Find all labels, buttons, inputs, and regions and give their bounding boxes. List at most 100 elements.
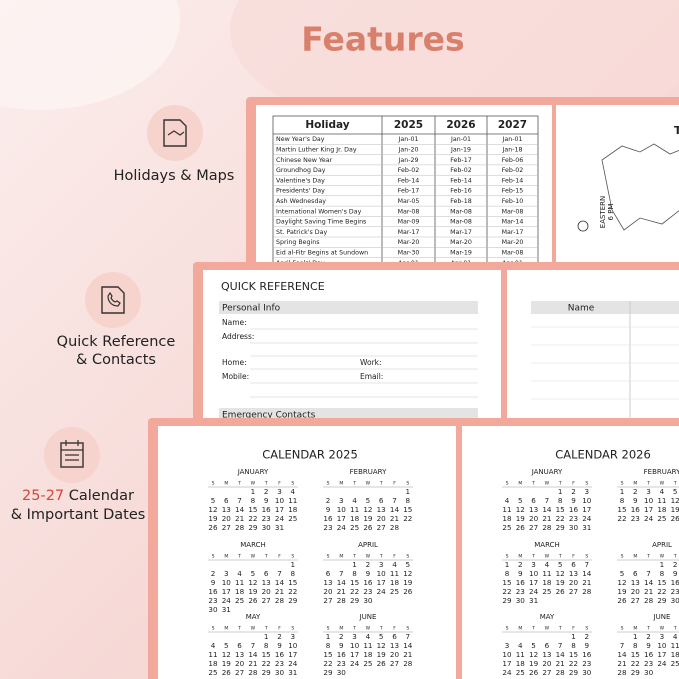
weekday: T — [673, 626, 677, 632]
day: 15 — [657, 578, 666, 587]
day: 4 — [291, 487, 296, 496]
weekday: W — [366, 626, 371, 632]
weekday: W — [660, 554, 665, 560]
table-cell: Mar-20 — [450, 239, 472, 246]
day: 2 — [646, 632, 651, 641]
day: 31 — [502, 677, 511, 679]
day: 30 — [363, 596, 373, 605]
table-cell: Feb-14 — [502, 177, 523, 184]
day: 17 — [288, 650, 297, 659]
day: 5 — [406, 560, 411, 569]
day: 4 — [673, 632, 678, 641]
day: 28 — [644, 596, 654, 605]
day: 30 — [208, 605, 218, 614]
day: 18 — [363, 650, 373, 659]
day: 21 — [390, 514, 399, 523]
table-cell: Mar-17 — [398, 229, 420, 236]
day: 11 — [671, 641, 679, 650]
day: 5 — [673, 487, 678, 496]
day: 19 — [377, 650, 387, 659]
day: 18 — [542, 578, 552, 587]
day: 2 — [339, 632, 344, 641]
day: 23 — [337, 659, 346, 668]
day: 25 — [542, 587, 551, 596]
weekday: M — [633, 626, 637, 632]
day: 21 — [644, 587, 653, 596]
day: 10 — [377, 569, 387, 578]
day: 9 — [277, 641, 282, 650]
day: 23 — [275, 659, 284, 668]
day: 16 — [363, 578, 373, 587]
day: 23 — [363, 587, 372, 596]
day: 16 — [671, 578, 679, 587]
table-cell: Mar-08 — [502, 208, 524, 215]
page-right — [556, 105, 679, 275]
day: 6 — [326, 569, 331, 578]
weekday: T — [237, 554, 241, 560]
weekday: W — [545, 554, 550, 560]
day: 7 — [558, 641, 563, 650]
day: 29 — [288, 596, 298, 605]
day: 25 — [363, 659, 372, 668]
day: 27 — [631, 596, 640, 605]
day: 30 — [569, 523, 579, 532]
icon-contacts — [85, 272, 141, 328]
weekday: S — [212, 626, 215, 632]
day: 7 — [545, 496, 550, 505]
weekday: T — [531, 554, 535, 560]
day: 13 — [323, 578, 332, 587]
day: 15 — [288, 578, 297, 587]
day: 30 — [337, 668, 347, 677]
weekday: T — [558, 481, 562, 487]
day: 3 — [352, 632, 357, 641]
day: 24 — [644, 514, 654, 523]
weekday: T — [264, 554, 268, 560]
map-zone: EASTERN — [599, 196, 607, 228]
month-name: JUNE — [359, 613, 377, 621]
table-cell: Mar-08 — [398, 208, 420, 215]
day: 1 — [352, 560, 357, 569]
qr-field: Mobile: — [222, 372, 249, 381]
day: 4 — [518, 641, 523, 650]
day: 27 — [262, 596, 271, 605]
day: 3 — [379, 560, 384, 569]
day: 26 — [516, 523, 526, 532]
table-cell: Valentine's Day — [276, 177, 325, 184]
table-cell: Mar-05 — [398, 198, 420, 205]
day: 25 — [288, 514, 297, 523]
day: 18 — [657, 505, 667, 514]
weekday: F — [393, 626, 396, 632]
day: 14 — [390, 505, 400, 514]
weekday: T — [352, 626, 356, 632]
section-bar — [219, 408, 478, 421]
day: 12 — [208, 505, 217, 514]
table-cell: Mar-17 — [502, 229, 524, 236]
day: 28 — [556, 668, 566, 677]
day: 13 — [569, 569, 578, 578]
day: 10 — [644, 496, 654, 505]
section-bar — [219, 301, 478, 314]
table-cell: Martin Luther King Jr. Day — [276, 146, 357, 153]
day: 7 — [646, 569, 651, 578]
day: 16 — [275, 650, 285, 659]
day: 30 — [644, 668, 654, 677]
weekday: W — [545, 626, 550, 632]
day: 12 — [363, 505, 372, 514]
day: 17 — [582, 505, 591, 514]
day: 6 — [264, 569, 269, 578]
table-header: 2026 — [446, 119, 475, 131]
day: 15 — [617, 505, 626, 514]
day: 23 — [262, 514, 271, 523]
day: 15 — [502, 578, 511, 587]
icon-calendar — [44, 427, 100, 483]
day: 2 — [264, 487, 269, 496]
table-cell: Feb-02 — [502, 167, 523, 174]
day: 24 — [502, 668, 512, 677]
qr-header: Name — [568, 304, 595, 314]
day: 20 — [542, 659, 552, 668]
day: 15 — [248, 505, 257, 514]
weekday: M — [518, 481, 522, 487]
day: 1 — [291, 560, 296, 569]
day: 29 — [350, 596, 360, 605]
